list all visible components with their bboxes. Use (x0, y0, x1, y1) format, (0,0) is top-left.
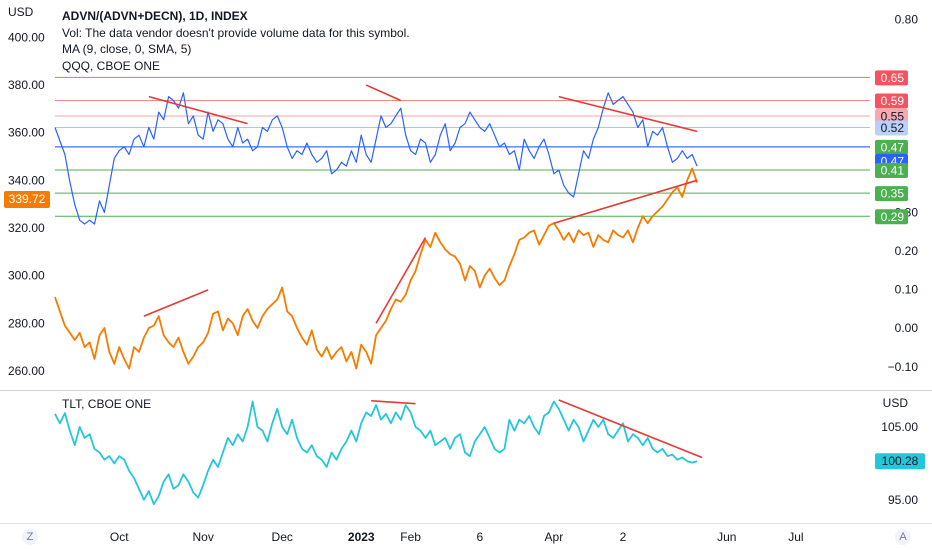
level-badge (875, 186, 908, 202)
level-badge (875, 120, 908, 136)
auto-scale-toggle-right[interactable]: A (895, 529, 911, 545)
lower-axis-unit: USD (883, 396, 909, 410)
tlt-trendline (371, 399, 416, 405)
level-badge (875, 93, 908, 109)
qqq-price-line (54, 167, 698, 370)
lower-tick-label: 105.00 (881, 420, 918, 434)
level-badge (875, 108, 908, 124)
level-badge (875, 162, 908, 178)
compare-symbol-label[interactable]: QQQ, CBOE ONE (62, 58, 161, 73)
left-tick-label: 260.00 (8, 364, 45, 378)
right-tick-label: 0.20 (895, 244, 919, 258)
left-tick-label: 300.00 (8, 269, 45, 283)
level-badge-label: 0.41 (881, 163, 905, 177)
divergence-trendline (148, 95, 248, 125)
divergence-trendline (558, 95, 698, 133)
left-tick-label: 340.00 (8, 173, 45, 187)
tlt-current-label: 100.28 (882, 454, 919, 468)
lower-pane-legend[interactable]: TLT, CBOE ONE (62, 397, 152, 411)
tlt-current-badge (875, 453, 925, 470)
level-badge-label: 0.47 (881, 140, 905, 154)
left-tick-label: 280.00 (8, 316, 45, 330)
level-badge (875, 139, 908, 155)
left-tick-label: 320.00 (8, 221, 45, 235)
log-scale-toggle-left[interactable]: Z (22, 529, 38, 545)
lower-tick-label: 95.00 (888, 493, 918, 507)
time-tick-label: 2023 (348, 530, 375, 544)
time-tick-label: 6 (476, 530, 483, 544)
time-tick-label: Feb (400, 530, 421, 544)
level-badge (875, 209, 908, 225)
current-price-badge: 339.72 (4, 191, 50, 208)
divergence-trendline (143, 289, 209, 317)
time-tick-label: Apr (545, 530, 564, 544)
divergence-trendline (375, 237, 427, 324)
left-axis-unit: USD (8, 5, 34, 19)
right-tick-label: −0.10 (888, 360, 919, 374)
divergence-trendline (365, 84, 402, 102)
level-badge (875, 70, 908, 86)
level-badge-label: 0.35 (881, 187, 905, 201)
time-tick-label: Jul (788, 530, 803, 544)
left-tick-label: 380.00 (8, 78, 45, 92)
right-tick-label: 0.80 (895, 12, 919, 26)
ma-study-label[interactable]: MA (9, close, 0, SMA, 5) (62, 42, 192, 56)
level-badge-label: 0.55 (881, 109, 905, 123)
tlt-price-line (54, 400, 698, 506)
divergence-trendline (553, 179, 698, 224)
right-tick-label: 0.00 (895, 321, 919, 335)
left-tick-label: 400.00 (8, 30, 45, 44)
level-badge-label: 0.29 (881, 210, 905, 224)
left-tick-label: 360.00 (8, 126, 45, 140)
symbol-title[interactable]: ADVN/(ADVN+DECN), 1D, INDEX (62, 9, 248, 23)
time-tick-label: 2 (620, 530, 627, 544)
volume-note: Vol: The data vendor doesn't provide vol… (62, 25, 410, 40)
right-tick-label: 0.10 (895, 283, 919, 297)
time-tick-label: Dec (272, 530, 293, 544)
level-badge-label: 0.59 (881, 94, 905, 108)
level-badge-label: 0.65 (881, 71, 905, 85)
level-badge-label: 0.52 (881, 121, 905, 135)
time-tick-label: Jun (717, 530, 736, 544)
breadth-ratio-line (54, 92, 698, 225)
main-legend: ADVN/(ADVN+DECN), 1D, INDEX Vol: The dat… (62, 8, 410, 74)
tlt-trendline (558, 399, 703, 459)
time-tick-label: Nov (193, 530, 214, 544)
time-tick-label: Oct (110, 530, 129, 544)
